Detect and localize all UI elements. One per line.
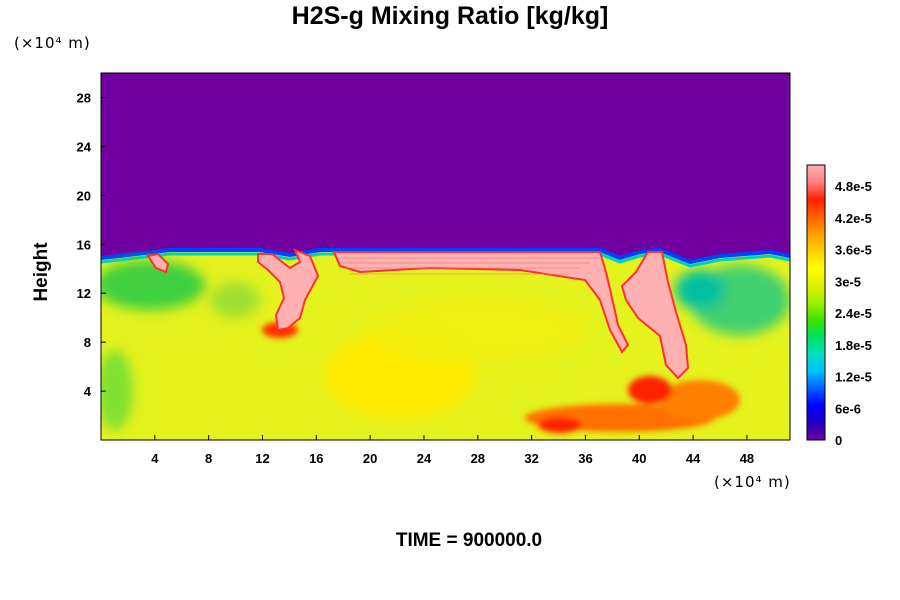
y-tick-label: 8 [84,335,91,350]
yellow-core [325,295,590,420]
x-tick-label: 32 [524,451,538,466]
colorbar-tick-label: 0 [835,433,842,448]
plume-center [332,251,630,354]
chart-title: H2S-g Mixing Ratio [kg/kg] [291,2,609,30]
x-tick-label: 16 [309,451,323,466]
x-tick-label: 44 [686,451,701,466]
x-tick-label: 8 [205,451,212,466]
x-tick-label: 12 [255,451,269,466]
plume-right [620,251,690,380]
colorbar-tick-label: 3e-5 [835,274,861,289]
green-patches [101,260,790,430]
y-axis-unit: (×10⁴ m) [14,34,91,52]
x-tick-label: 4 [151,451,159,466]
interface-edge-cyan [101,252,790,268]
y-tick-label: 4 [84,384,92,399]
x-tick-label: 40 [632,451,646,466]
red-regions [262,322,740,433]
x-tick-label: 20 [363,451,377,466]
plume-left [257,248,320,332]
colorbar-tick-label: 6e-6 [835,401,861,416]
plot-frame [100,72,791,441]
time-label: TIME = 900000.0 [395,530,543,551]
y-tick-label: 12 [77,286,91,301]
x-tick-label: 48 [740,451,754,466]
plot-area [101,73,790,440]
y-tick-label: 28 [77,90,91,105]
colorbar-tick-label: 3.6e-5 [835,243,872,258]
plume-blob [146,252,170,274]
colorbar-tick-label: 1.8e-5 [835,338,872,353]
x-axis-ticks: 4 8 12 16 20 24 28 32 36 40 44 48 [151,435,754,466]
y-tick-label: 16 [77,237,91,252]
interface-edge [101,247,790,265]
y-axis-ticks: 4 8 12 16 20 24 28 [77,90,106,399]
colorbar-tick-label: 4.8e-5 [835,179,872,194]
colorbar-tick-label: 2.4e-5 [835,306,872,321]
pink-plumes [146,248,690,380]
y-tick-label: 24 [77,139,92,154]
x-tick-label: 28 [471,451,485,466]
y-tick-label: 20 [77,188,91,203]
x-axis-unit: (×10⁴ m) [714,473,791,491]
x-tick-label: 24 [417,451,432,466]
stripe-bands [340,257,600,275]
colorbar-ticks: 0 6e-6 1.2e-5 1.8e-5 2.4e-5 3e-5 3.6e-5 4.2e-5 4… [835,179,872,448]
colorbar-tick-label: 4.2e-5 [835,211,872,226]
colorbar [806,164,826,441]
x-tick-label: 36 [578,451,592,466]
colorbar-tick-label: 1.2e-5 [835,370,872,385]
